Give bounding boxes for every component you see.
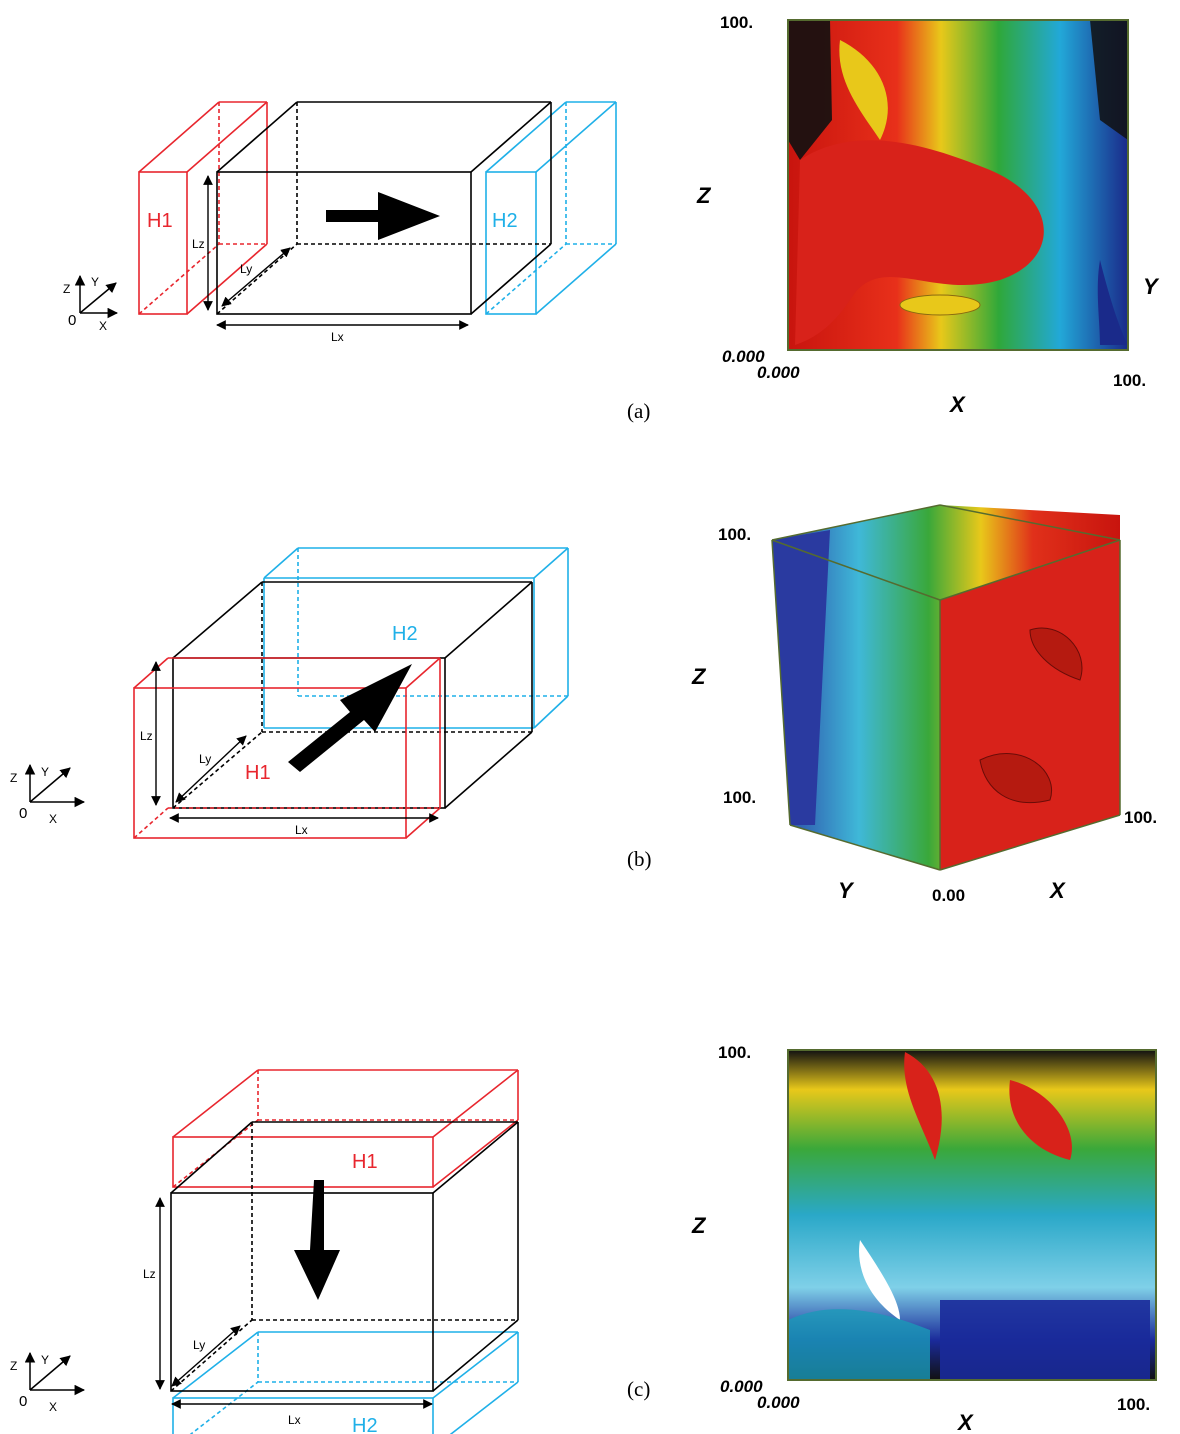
render-z-top: 100. [718,525,751,544]
axis-z-label: Z [10,771,17,785]
h1-reservoir [133,657,441,839]
ly-label: Ly [240,262,252,276]
lx-label: Lx [288,1413,301,1427]
render-y-label: Y [838,878,855,903]
lx-label: Lx [331,330,344,344]
panel-a-render: Z X Y 100. 0.000 0.000 100. (a) [627,13,1160,423]
render-x-right: 100. [1124,808,1157,827]
render-x-left: 0.000 [757,363,800,382]
h2-label: H2 [492,210,518,232]
ly-dimension [221,247,291,307]
panel-b-diagram: H1 H2 Lz Ly Lx Z Y X 0 [10,547,569,839]
axis-z-label: Z [63,282,70,296]
h2-label: H2 [352,1415,378,1434]
lz-label: Lz [192,237,205,251]
caption-c: (c) [627,1377,650,1401]
render-y-label: Y [1143,274,1160,299]
axes-triad [24,763,86,808]
render-z-label: Z [696,183,712,208]
flow-arrow [326,192,440,240]
axis-origin-label: 0 [19,805,27,822]
render-x-left: 0.000 [757,1393,800,1412]
domain-box [216,101,552,315]
h2-reservoir [172,1331,519,1434]
render-x-label: X [1048,878,1066,903]
render-x-label: X [956,1410,974,1434]
render-origin: 0.00 [932,886,965,905]
axis-origin-label: 0 [19,1393,27,1410]
h2-reservoir [263,547,569,729]
axis-x-label: X [49,1400,57,1414]
axis-z-label: Z [10,1359,17,1373]
panel-c-diagram: H1 H2 Lz Ly Lx Z Y X 0 [10,1069,519,1434]
render-z-bottom: 0.000 [720,1377,763,1396]
render-x-right: 100. [1117,1395,1150,1414]
axes-triad [24,1351,86,1396]
render-x-right: 100. [1113,371,1146,390]
axis-y-label: Y [41,1353,49,1367]
ly-dimension [175,735,247,803]
h1-label: H1 [245,762,271,784]
axis-y-label: Y [91,275,99,289]
axis-x-label: X [99,319,107,333]
h1-label: H1 [352,1151,378,1173]
axis-y-label: Y [41,765,49,779]
panel-b-render: Z X Y 100. 100. 0.00 100. (b) [627,504,1157,905]
caption-a: (a) [627,399,650,423]
flow-arrow [294,1180,340,1300]
ly-label: Ly [199,752,211,766]
render-z-bottom: 0.000 [722,347,765,366]
lz-label: Lz [143,1267,156,1281]
h1-label: H1 [147,210,173,232]
panel-a-diagram: H1 H2 Lz Ly Lx Z Y X 0 [63,101,617,344]
flow-arrow [288,664,412,772]
domain-box [170,1121,519,1392]
render-x-label: X [948,392,966,417]
lz-label: Lz [140,729,153,743]
axis-origin-label: 0 [68,312,76,329]
h1-reservoir [172,1069,519,1188]
lx-label: Lx [295,823,308,837]
render-y-far: 100. [723,788,756,807]
render-z-label: Z [691,1213,707,1238]
render-z-top: 100. [720,13,753,32]
render-z-top: 100. [718,1043,751,1062]
caption-b: (b) [627,847,652,871]
axis-x-label: X [49,812,57,826]
render-z-label: Z [691,664,707,689]
ly-dimension [171,1325,241,1387]
h2-label: H2 [392,623,418,645]
h1-reservoir [138,101,268,315]
h2-reservoir [485,101,617,315]
axes-triad [74,274,119,319]
panel-c-render: Z X 100. 0.000 0.000 100. (c) [627,1043,1157,1434]
ly-label: Ly [193,1338,205,1352]
